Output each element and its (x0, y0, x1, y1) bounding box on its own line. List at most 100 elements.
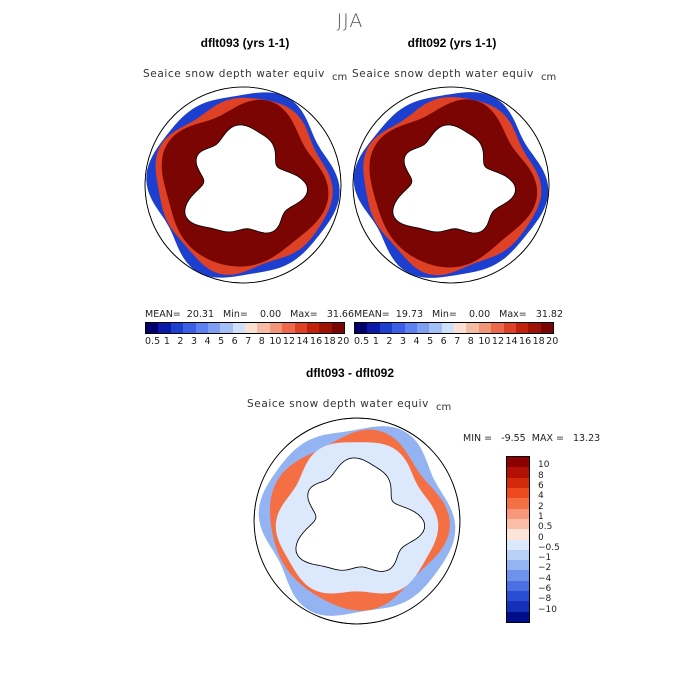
colorbar-swatch (503, 323, 516, 333)
colorbar-swatch (507, 549, 529, 561)
colorbar-swatch (232, 323, 245, 333)
colorbar-swatch (367, 323, 380, 333)
colorbar-tick-label: −1 (538, 553, 552, 564)
colorbar-tick-label: 20 (546, 336, 559, 347)
colorbar-tick-label: 5 (427, 336, 434, 347)
colorbar-swatch (507, 518, 529, 530)
colorbar-swatch (507, 560, 529, 571)
colorbar-tick-label: 2 (177, 336, 184, 347)
colorbar-swatch (158, 323, 171, 333)
colorbar-tick-label: 20 (337, 336, 350, 347)
colorbar-tick-label: 1 (538, 511, 544, 522)
panel-2-colorbar-ticks: 0.5 1 2 3 4 5 6 7 8 10 12 14 16 18 20 (354, 336, 559, 347)
panel-1-unit: cm (332, 72, 348, 83)
colorbar-tick-label: −4 (538, 573, 552, 584)
colorbar-tick-label: 1 (372, 336, 379, 347)
colorbar-tick-label: 16 (519, 336, 532, 347)
colorbar-swatch (507, 601, 529, 612)
panel-2-title: dflt092 (yrs 1-1) (407, 36, 497, 50)
colorbar-swatch (441, 323, 454, 333)
colorbar-swatch (507, 580, 529, 592)
colorbar-tick-label: 7 (454, 336, 461, 347)
colorbar-tick-label: 8 (538, 470, 544, 481)
diff-panel-variable-label: Seaice snow depth water equiv (247, 398, 429, 410)
colorbar-swatch (294, 323, 307, 333)
colorbar-swatch (507, 591, 529, 602)
colorbar-swatch (507, 529, 529, 540)
colorbar-swatch (416, 323, 430, 333)
colorbar-tick-label: 16 (310, 336, 323, 347)
colorbar-swatch (507, 570, 529, 581)
colorbar-swatch (404, 323, 417, 333)
panel-1-colorbar (145, 322, 345, 334)
colorbar-tick-label: 5 (218, 336, 225, 347)
colorbar-swatch (319, 323, 332, 333)
colorbar-tick-label: 1 (163, 336, 170, 347)
colorbar-swatch (507, 539, 529, 550)
colorbar-tick-label: 0.5 (354, 336, 370, 347)
panel-2-stats: MEAN= 19.73 Min= 0.00 Max= 31.82 (354, 309, 564, 320)
colorbar-swatch (282, 323, 295, 333)
colorbar-tick-label: −0.5 (538, 542, 560, 553)
colorbar-tick-label: 4 (204, 336, 211, 347)
colorbar-tick-label: −8 (538, 594, 552, 605)
colorbar-swatch (257, 323, 270, 333)
colorbar-swatch (507, 477, 529, 488)
panel-2-variable-label: Seaice snow depth water equiv (352, 68, 534, 80)
diff-panel-unit: cm (436, 402, 452, 413)
colorbar-tick-label: 8 (258, 336, 265, 347)
colorbar-swatch (454, 323, 467, 333)
colorbar-swatch (220, 323, 233, 333)
panel-1-stats: MEAN= 20.31 Min= 0.00 Max= 31.66 (145, 309, 355, 320)
colorbar-swatch (306, 323, 320, 333)
panel-2-colorbar (354, 322, 554, 334)
colorbar-swatch (515, 323, 529, 333)
colorbar-swatch (507, 467, 529, 478)
colorbar-swatch (507, 498, 529, 509)
season-title: JJA (336, 10, 364, 32)
colorbar-tick-label: 6 (231, 336, 238, 347)
colorbar-tick-label: 7 (245, 336, 252, 347)
colorbar-tick-label: 4 (538, 491, 544, 502)
colorbar-swatch (146, 323, 159, 333)
colorbar-tick-label: 14 (505, 336, 518, 347)
colorbar-tick-label: 10 (538, 460, 550, 471)
colorbar-swatch (269, 323, 283, 333)
colorbar-swatch (540, 323, 553, 333)
colorbar-tick-label: 10 (478, 336, 491, 347)
colorbar-swatch (507, 508, 529, 519)
colorbar-tick-label: 12 (491, 336, 504, 347)
diff-colorbar (506, 456, 530, 623)
colorbar-tick-label: 0.5 (538, 522, 553, 533)
colorbar-swatch (379, 323, 393, 333)
colorbar-swatch (507, 457, 529, 468)
colorbar-swatch (170, 323, 184, 333)
colorbar-tick-label: 8 (467, 336, 474, 347)
colorbar-tick-label: −10 (538, 604, 557, 615)
colorbar-swatch (355, 323, 368, 333)
diff-panel-title: dflt093 - dflt092 (305, 366, 395, 380)
colorbar-tick-label: 6 (538, 480, 544, 491)
colorbar-tick-label: 2 (538, 501, 544, 512)
colorbar-swatch (507, 611, 529, 622)
colorbar-swatch (207, 323, 221, 333)
colorbar-tick-label: 2 (386, 336, 393, 347)
colorbar-tick-label: 18 (532, 336, 545, 347)
colorbar-swatch (183, 323, 196, 333)
colorbar-swatch (528, 323, 541, 333)
colorbar-swatch (195, 323, 208, 333)
colorbar-swatch (429, 323, 442, 333)
diff-colorbar-ticks: 10 8 6 4 2 1 0.5 0 −0.5 −1 −2 −4 −6 −8 −10 (538, 456, 578, 621)
colorbar-swatch (478, 323, 492, 333)
panel-2-unit: cm (541, 72, 557, 83)
colorbar-tick-label: 0 (538, 532, 544, 543)
panel-1-title: dflt093 (yrs 1-1) (200, 36, 290, 50)
colorbar-swatch (245, 323, 258, 333)
colorbar-swatch (331, 323, 344, 333)
diff-panel-polar-map (253, 417, 461, 625)
colorbar-swatch (466, 323, 479, 333)
colorbar-swatch (491, 323, 504, 333)
panel-2-polar-map (352, 86, 550, 284)
colorbar-tick-label: 3 (399, 336, 407, 347)
colorbar-tick-label: 3 (190, 336, 198, 347)
